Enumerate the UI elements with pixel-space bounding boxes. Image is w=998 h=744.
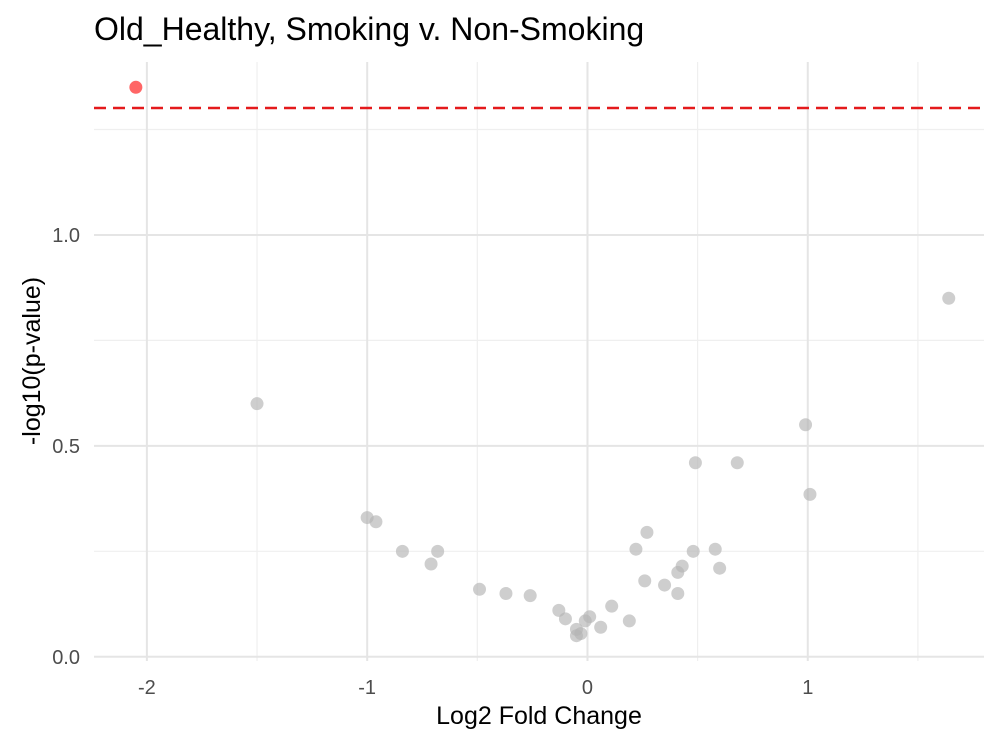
y-tick-label: 0.5 — [52, 436, 80, 458]
data-point — [583, 610, 597, 624]
data-point — [431, 544, 445, 558]
data-point — [675, 559, 689, 573]
data-point — [942, 291, 956, 305]
x-tick-label: -2 — [138, 677, 156, 699]
major-gridlines — [94, 62, 984, 661]
data-point — [638, 574, 652, 588]
x-axis-title: Log2 Fold Change — [436, 702, 642, 730]
data-point — [686, 544, 700, 558]
data-point — [708, 542, 722, 556]
data-point — [803, 487, 817, 501]
x-tick-label: -1 — [358, 677, 376, 699]
data-point — [250, 397, 264, 411]
data-point — [799, 418, 813, 432]
data-point — [730, 456, 744, 470]
data-point — [369, 515, 383, 529]
data-point — [594, 620, 608, 634]
data-point — [671, 587, 685, 601]
y-axis-ticks: 0.0 0.5 1.0 — [52, 225, 80, 669]
data-point — [605, 599, 619, 613]
significant-point — [129, 80, 143, 94]
data-point — [523, 589, 537, 603]
data-points — [129, 80, 956, 643]
data-point — [473, 582, 487, 596]
chart-title: Old_Healthy, Smoking v. Non-Smoking — [94, 11, 644, 47]
data-point — [395, 544, 409, 558]
data-point — [658, 578, 672, 592]
data-point — [558, 612, 572, 626]
data-point — [688, 456, 702, 470]
data-point — [574, 627, 588, 641]
data-point — [629, 542, 643, 556]
data-point — [622, 614, 636, 628]
minor-gridlines — [94, 62, 984, 661]
y-axis-title: -log10(p-value) — [18, 277, 46, 445]
data-point — [424, 557, 438, 571]
y-tick-label: 1.0 — [52, 225, 80, 247]
data-point — [499, 587, 513, 601]
x-tick-label: 0 — [582, 677, 593, 699]
data-point — [713, 561, 727, 575]
x-tick-label: 1 — [802, 677, 813, 699]
x-axis-ticks: -2 -1 0 1 — [138, 677, 813, 699]
data-point — [640, 525, 654, 539]
y-tick-label: 0.0 — [52, 647, 80, 669]
